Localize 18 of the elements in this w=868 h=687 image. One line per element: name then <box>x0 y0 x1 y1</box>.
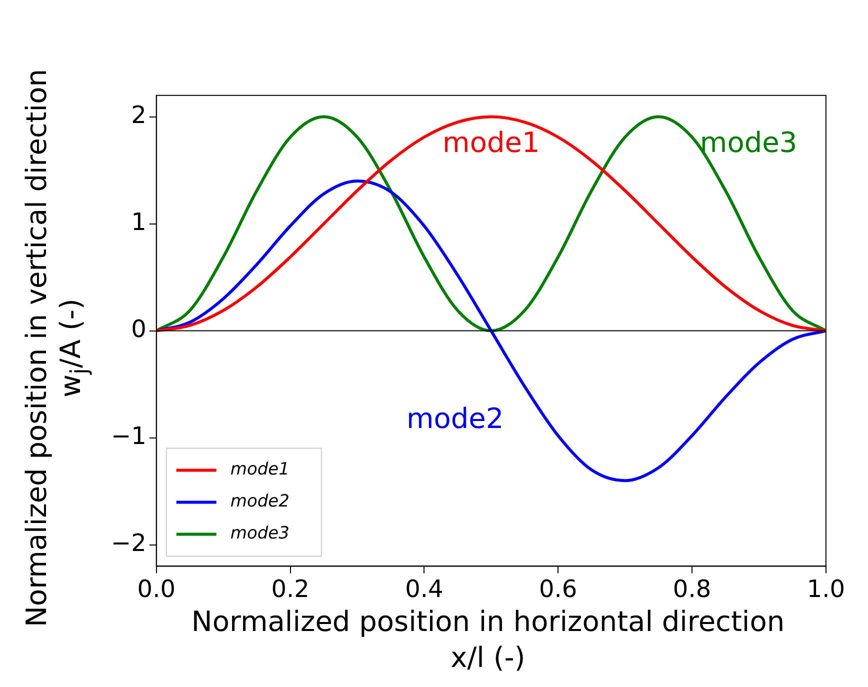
x-tick-label: 0.0 <box>137 574 176 603</box>
legend-label: mode3 <box>230 524 290 544</box>
y-tick-label: −1 <box>110 422 146 450</box>
x-tick-label: 0.6 <box>539 574 578 603</box>
x-tick-label: 0.4 <box>405 574 444 603</box>
y-tick-label: 1 <box>131 208 146 236</box>
y-tick-label: −2 <box>110 529 146 558</box>
x-tick-label: 0.8 <box>672 574 712 603</box>
y-tick-label: 2 <box>131 101 146 130</box>
x-tick-label: 0.2 <box>271 574 310 603</box>
y-tick-label: 0 <box>131 315 146 344</box>
x-axis-title: Normalized position in horizontal direction x/l (-) <box>190 604 786 676</box>
text: mode2 <box>406 402 504 435</box>
legend-label: mode2 <box>230 492 290 512</box>
text: mode3 <box>700 126 798 160</box>
x-tick-label: 1.0 <box>806 574 845 603</box>
text: mode1 <box>442 126 540 160</box>
legend-label: mode1 <box>230 460 290 480</box>
